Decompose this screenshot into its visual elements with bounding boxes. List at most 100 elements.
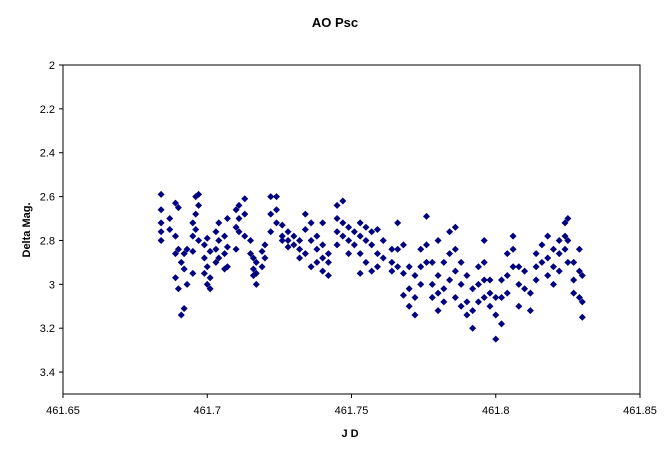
- data-point: [339, 219, 347, 227]
- data-point: [278, 236, 286, 244]
- data-point: [183, 280, 191, 288]
- data-point: [428, 280, 436, 288]
- data-point: [272, 193, 280, 201]
- data-point: [200, 254, 208, 262]
- data-point: [319, 241, 327, 249]
- data-point: [177, 258, 185, 266]
- data-point: [261, 241, 269, 249]
- data-point: [157, 236, 165, 244]
- data-point: [307, 263, 315, 271]
- data-point: [578, 313, 586, 321]
- data-point: [388, 245, 396, 253]
- data-point: [157, 228, 165, 236]
- data-point: [215, 219, 223, 227]
- data-point: [509, 232, 517, 240]
- data-point: [515, 302, 523, 310]
- data-point: [232, 223, 240, 231]
- data-point: [515, 280, 523, 288]
- data-point: [241, 195, 249, 203]
- data-point: [183, 245, 191, 253]
- data-point: [313, 245, 321, 253]
- x-tick-label: 461.85: [623, 405, 657, 417]
- data-point: [575, 293, 583, 301]
- data-point: [486, 302, 494, 310]
- data-point: [200, 241, 208, 249]
- data-point: [241, 210, 249, 218]
- data-point: [446, 228, 454, 236]
- data-point: [405, 263, 413, 271]
- data-point: [434, 272, 442, 280]
- data-point: [564, 215, 572, 223]
- data-point: [215, 254, 223, 262]
- chart-title: AO Psc: [312, 15, 358, 30]
- data-point: [561, 219, 569, 227]
- data-point: [212, 258, 220, 266]
- data-point: [417, 263, 425, 271]
- data-point: [549, 263, 557, 271]
- data-point: [249, 265, 257, 273]
- data-point: [388, 267, 396, 275]
- data-point: [296, 254, 304, 262]
- y-tick-label: 3.2: [40, 323, 55, 335]
- data-point: [423, 212, 431, 220]
- data-point: [252, 269, 260, 277]
- y-axis-label: Delta Mag.: [21, 202, 33, 257]
- data-point: [368, 228, 376, 236]
- data-point: [284, 236, 292, 244]
- data-point: [362, 258, 370, 266]
- data-point: [206, 247, 214, 255]
- data-point: [503, 289, 511, 297]
- data-point: [301, 210, 309, 218]
- data-point: [451, 293, 459, 301]
- data-point: [189, 219, 197, 227]
- data-point: [474, 298, 482, 306]
- data-point: [166, 226, 174, 233]
- data-point: [423, 258, 431, 266]
- x-tick-label: 461.8: [482, 405, 510, 417]
- data-point: [356, 232, 364, 240]
- data-point: [373, 226, 381, 233]
- data-point: [241, 232, 249, 240]
- data-point: [235, 215, 243, 223]
- data-point: [333, 241, 341, 249]
- data-point: [192, 210, 200, 218]
- data-point: [203, 263, 211, 271]
- data-point: [492, 293, 500, 301]
- data-point: [417, 245, 425, 253]
- data-point: [301, 226, 309, 233]
- data-point: [457, 280, 465, 288]
- data-point: [345, 250, 353, 258]
- data-point: [451, 223, 459, 231]
- data-point: [278, 232, 286, 240]
- data-point: [258, 247, 266, 255]
- data-point: [532, 276, 540, 284]
- data-point: [206, 285, 214, 293]
- data-point: [503, 250, 511, 258]
- x-tick-label: 461.75: [335, 405, 369, 417]
- data-point: [463, 311, 471, 319]
- data-point: [290, 241, 298, 249]
- data-point: [180, 265, 188, 273]
- y-tick-label: 2.2: [40, 104, 55, 116]
- data-point: [555, 236, 563, 244]
- data-point: [215, 236, 223, 244]
- data-point: [405, 302, 413, 310]
- data-point: [189, 269, 197, 277]
- data-point: [235, 228, 243, 236]
- data-point: [267, 210, 275, 218]
- data-point: [235, 201, 243, 209]
- data-point: [575, 267, 583, 275]
- data-point: [498, 276, 506, 284]
- data-point: [284, 243, 292, 251]
- data-point: [267, 193, 275, 201]
- data-point: [469, 324, 477, 332]
- data-point: [521, 267, 529, 275]
- data-point: [457, 258, 465, 266]
- data-point: [564, 236, 572, 244]
- data-point: [526, 307, 534, 315]
- data-point: [278, 221, 286, 229]
- data-point: [498, 293, 506, 301]
- data-point: [578, 298, 586, 306]
- data-point: [399, 291, 407, 299]
- data-point: [446, 276, 454, 284]
